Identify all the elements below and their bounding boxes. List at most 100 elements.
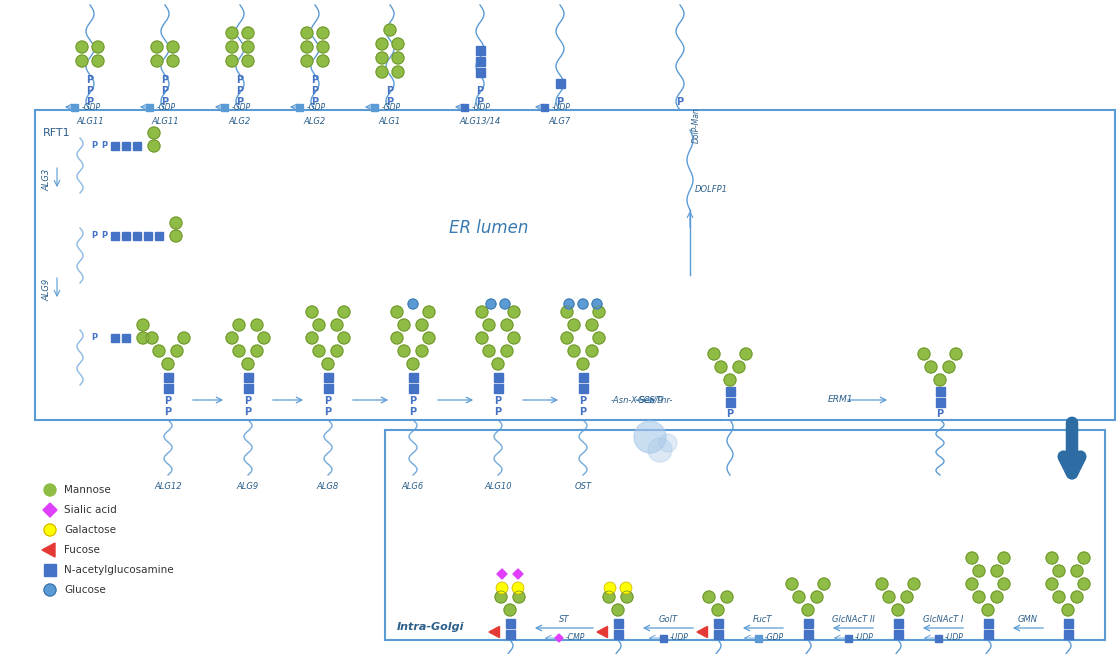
Text: -GDP: -GDP xyxy=(157,103,177,111)
Circle shape xyxy=(659,434,678,452)
Text: P: P xyxy=(236,97,244,107)
Text: ALG1: ALG1 xyxy=(379,117,401,126)
Text: ALG8: ALG8 xyxy=(316,482,339,491)
Text: -GDP: -GDP xyxy=(233,103,252,111)
Circle shape xyxy=(950,348,961,360)
Circle shape xyxy=(301,27,313,39)
Text: Glucose: Glucose xyxy=(64,585,106,595)
Bar xyxy=(70,103,77,111)
Text: Mannose: Mannose xyxy=(64,485,111,495)
Circle shape xyxy=(982,604,994,616)
Circle shape xyxy=(423,332,435,344)
Circle shape xyxy=(252,345,263,357)
Text: P: P xyxy=(312,86,319,96)
Circle shape xyxy=(391,332,402,344)
Bar xyxy=(475,67,484,77)
Circle shape xyxy=(376,52,388,64)
Text: P: P xyxy=(557,97,563,107)
Bar xyxy=(935,634,941,642)
Text: -UDP: -UDP xyxy=(670,634,689,642)
Circle shape xyxy=(167,55,179,67)
Circle shape xyxy=(423,306,435,318)
Circle shape xyxy=(512,582,524,594)
Circle shape xyxy=(318,55,329,67)
Text: P: P xyxy=(494,396,502,406)
Circle shape xyxy=(712,604,724,616)
Text: P: P xyxy=(409,396,417,406)
Bar xyxy=(111,142,119,150)
Circle shape xyxy=(170,230,182,242)
Circle shape xyxy=(634,421,666,453)
Bar xyxy=(844,634,852,642)
Text: P: P xyxy=(101,141,107,150)
Circle shape xyxy=(241,358,254,370)
Bar xyxy=(893,630,902,638)
Text: P: P xyxy=(494,407,502,417)
Polygon shape xyxy=(489,627,500,638)
Circle shape xyxy=(313,345,325,357)
Bar xyxy=(163,373,172,381)
Circle shape xyxy=(1078,578,1090,590)
Bar xyxy=(408,383,417,392)
Circle shape xyxy=(612,604,624,616)
Circle shape xyxy=(148,140,160,152)
Circle shape xyxy=(338,332,350,344)
Circle shape xyxy=(486,299,496,309)
Bar xyxy=(244,373,253,381)
Text: P: P xyxy=(236,86,244,96)
Bar xyxy=(984,619,993,627)
Circle shape xyxy=(138,332,149,344)
Polygon shape xyxy=(42,503,57,517)
Text: ALG12: ALG12 xyxy=(154,482,182,491)
Circle shape xyxy=(146,332,158,344)
Text: ALG7: ALG7 xyxy=(549,117,571,126)
Circle shape xyxy=(648,438,672,462)
Circle shape xyxy=(620,582,632,594)
Circle shape xyxy=(313,319,325,331)
Circle shape xyxy=(306,306,318,318)
Circle shape xyxy=(476,306,487,318)
Text: GlcNAcT I: GlcNAcT I xyxy=(922,615,964,625)
Circle shape xyxy=(561,332,574,344)
Circle shape xyxy=(603,591,615,603)
Text: -UDP: -UDP xyxy=(855,634,874,642)
Bar xyxy=(133,232,141,240)
Circle shape xyxy=(703,591,716,603)
Bar xyxy=(122,232,130,240)
Circle shape xyxy=(44,484,56,496)
Text: -UDP: -UDP xyxy=(472,103,491,111)
Bar xyxy=(323,383,332,392)
Circle shape xyxy=(1046,578,1058,590)
Text: P: P xyxy=(324,407,332,417)
Circle shape xyxy=(76,41,88,53)
Polygon shape xyxy=(555,634,563,642)
Circle shape xyxy=(1071,565,1083,577)
Text: RFT1: RFT1 xyxy=(42,128,70,138)
Circle shape xyxy=(966,578,978,590)
Circle shape xyxy=(561,306,574,318)
Text: P: P xyxy=(387,86,394,96)
Text: P: P xyxy=(86,75,94,85)
Text: Galactose: Galactose xyxy=(64,525,116,535)
Circle shape xyxy=(733,361,745,373)
Text: P: P xyxy=(727,409,733,419)
Bar xyxy=(244,383,253,392)
Circle shape xyxy=(226,27,238,39)
Text: P: P xyxy=(245,396,252,406)
Circle shape xyxy=(226,332,238,344)
Text: P: P xyxy=(579,396,587,406)
Circle shape xyxy=(716,361,727,373)
Bar xyxy=(35,110,1115,420)
Circle shape xyxy=(226,55,238,67)
Text: P: P xyxy=(476,97,484,107)
Circle shape xyxy=(241,41,254,53)
Text: ALG3: ALG3 xyxy=(42,169,51,191)
Text: DolP-Man: DolP-Man xyxy=(692,107,701,143)
Bar xyxy=(122,334,130,342)
Circle shape xyxy=(392,52,404,64)
Circle shape xyxy=(233,345,245,357)
Text: ALG6: ALG6 xyxy=(401,482,424,491)
Circle shape xyxy=(322,358,334,370)
Bar xyxy=(540,103,548,111)
Circle shape xyxy=(593,299,601,309)
